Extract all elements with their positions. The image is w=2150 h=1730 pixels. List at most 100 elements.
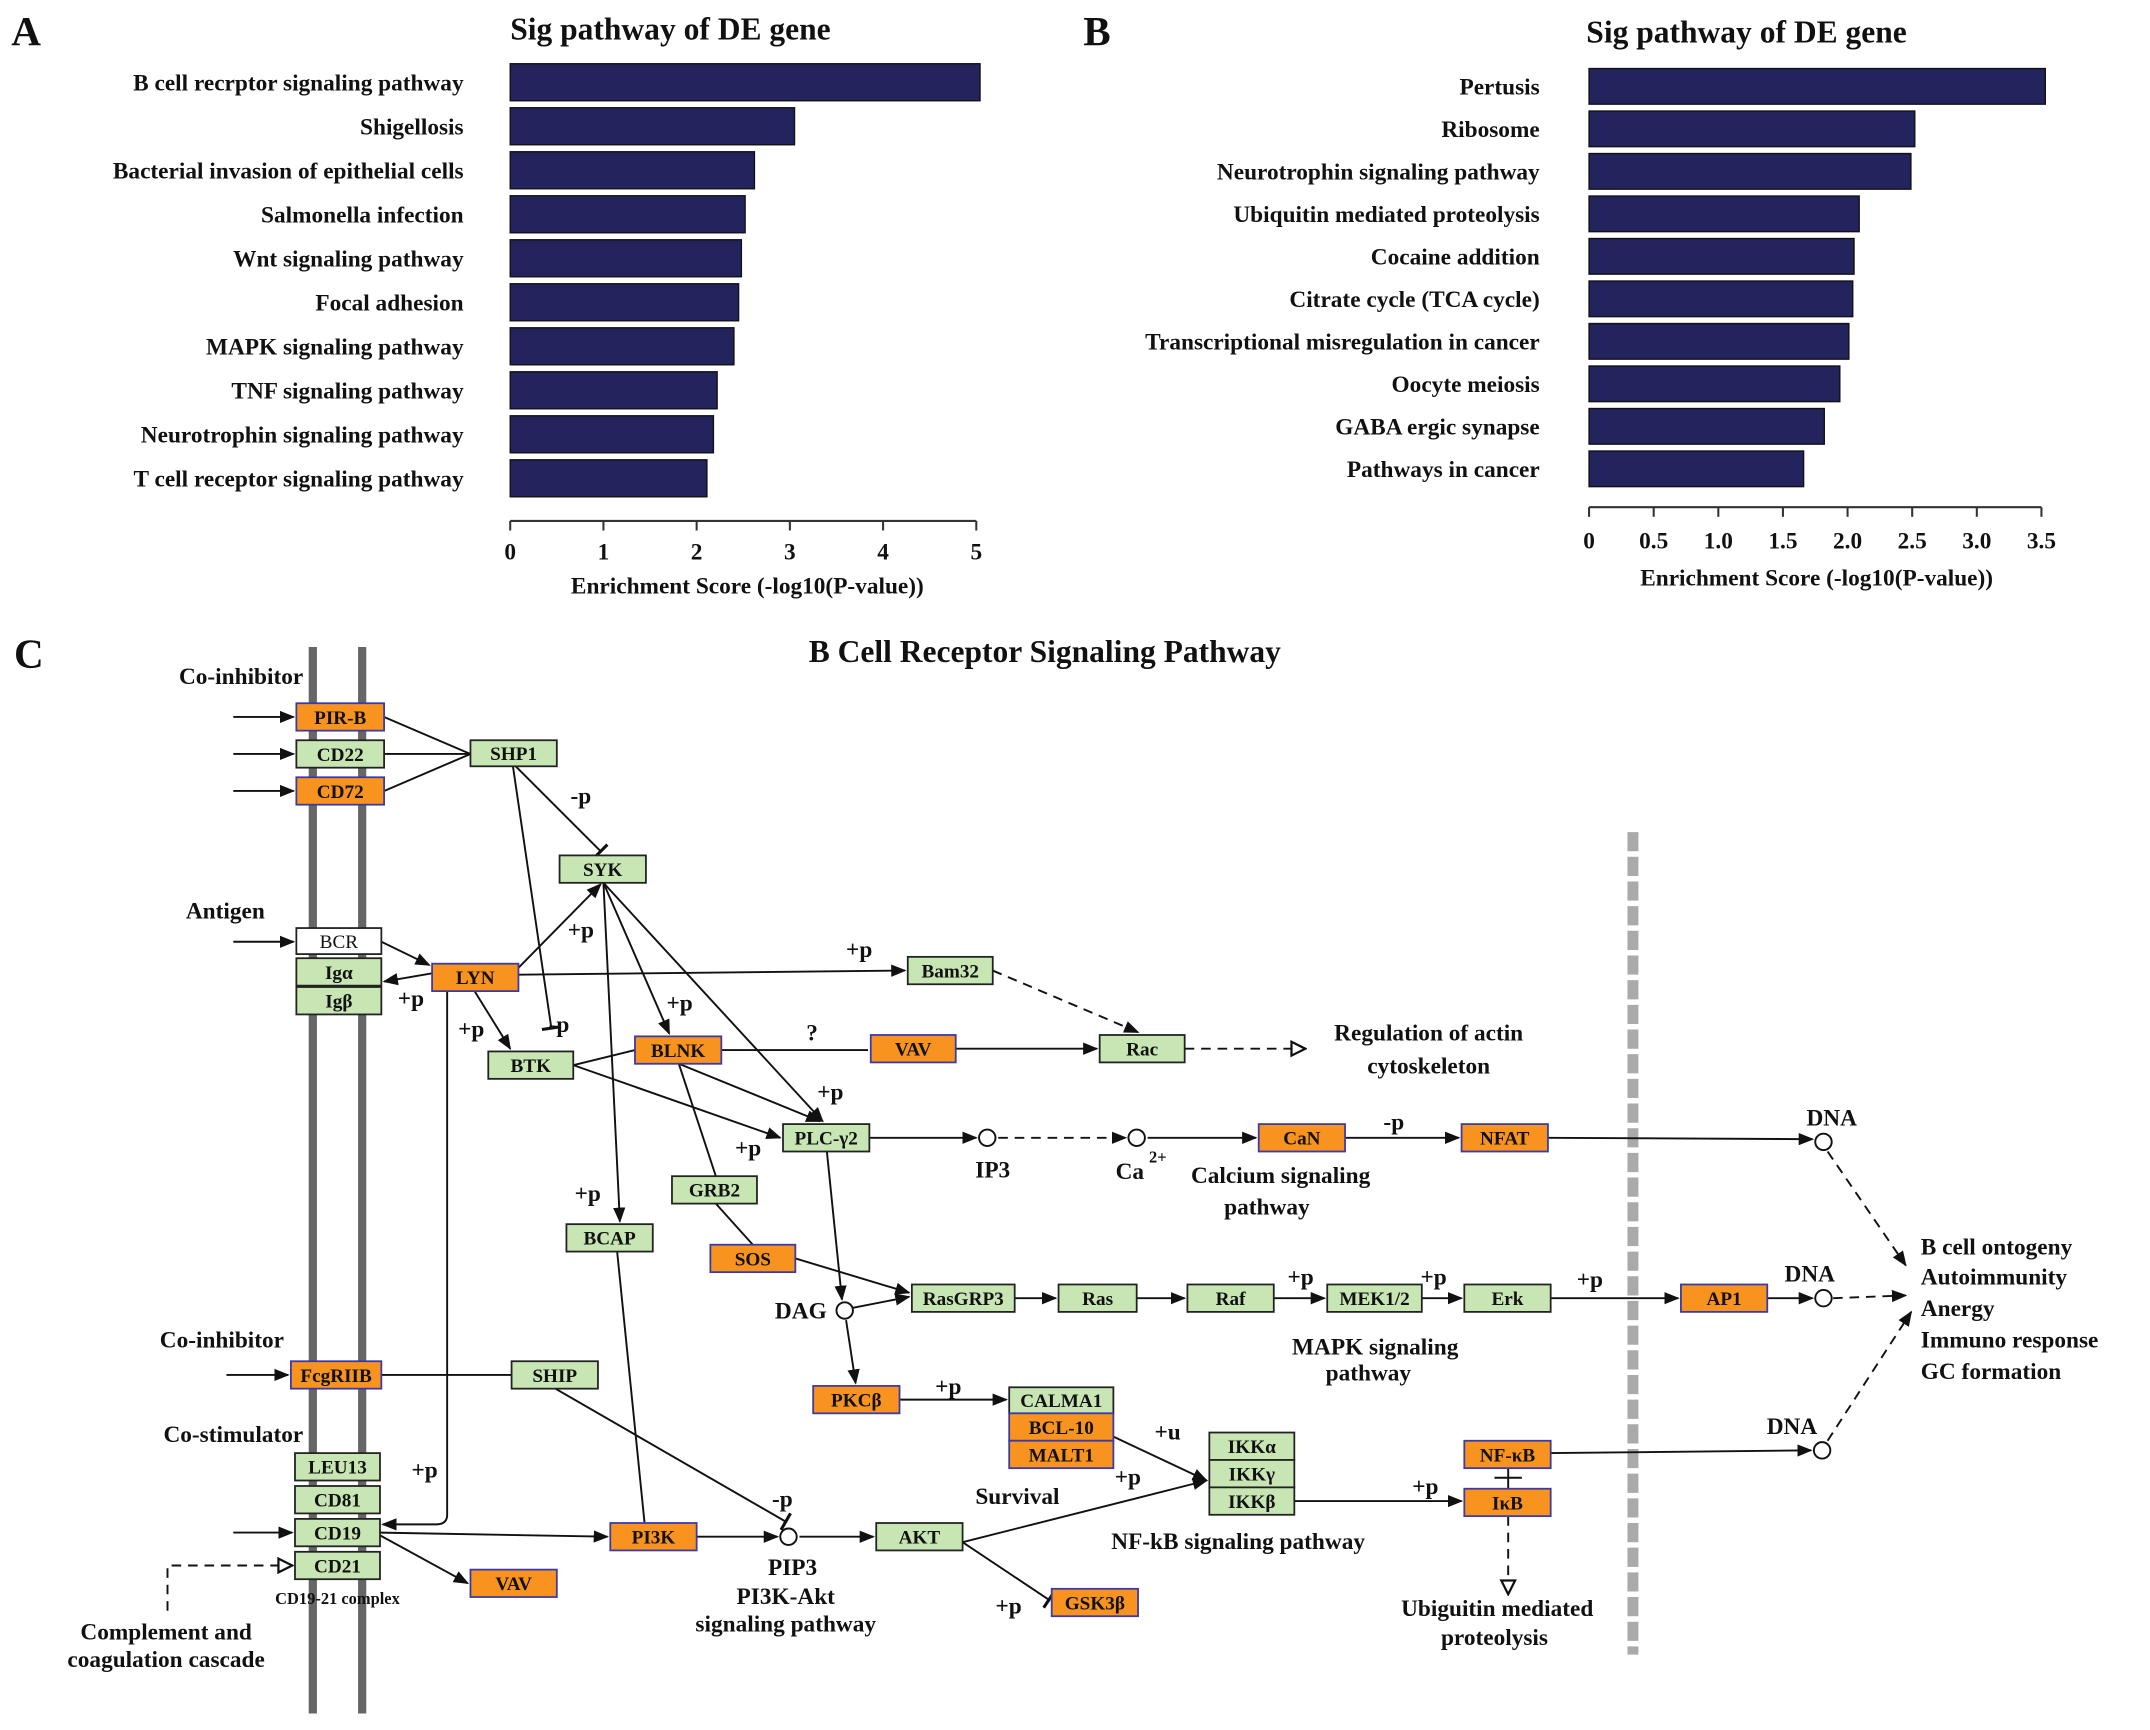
actin-label-2: cytoskeleton: [1367, 1053, 1490, 1079]
co-inhibitor-label: Co-inhibitor: [179, 664, 303, 690]
pi3k-pathway-label-2: signaling pathway: [695, 1611, 876, 1637]
chart-a-bar: [509, 63, 981, 102]
gene-node-box: [295, 702, 385, 732]
edge-annotation: +p: [1577, 1267, 1603, 1293]
gene-node-syk: SYK: [558, 854, 647, 884]
gene-node-label: MEK1/2: [1339, 1289, 1409, 1310]
gene-node-label: Erk: [1491, 1289, 1523, 1310]
outcome-3: Anergy: [1921, 1296, 1995, 1322]
edge-annotation: +p: [817, 1079, 843, 1105]
gene-node-box: [906, 955, 994, 986]
chart-b-category-label: Neurotrophin signaling pathway: [1217, 160, 1540, 186]
gene-node-label: IKKγ: [1229, 1465, 1275, 1486]
gene-node-box: [1326, 1283, 1423, 1313]
dna-label-1: DNA: [1806, 1105, 1857, 1131]
chart-a-bar: [509, 195, 746, 234]
chart-b-category-label: Cocaine addition: [1371, 245, 1540, 271]
gene-node-box: [609, 1522, 698, 1552]
gene-node-box: [782, 1123, 871, 1153]
gene-node-label: SHIP: [532, 1366, 577, 1387]
gene-node-ras: Ras: [1057, 1283, 1138, 1313]
b-cell-receptor-pathway-diagram: B Cell Receptor Signaling Pathway: [67, 634, 2098, 1714]
ip3-circle: [978, 1128, 997, 1147]
chart-b: Sig pathway of DE gene Enrichment Score …: [1145, 14, 2056, 591]
chart-a-tick-label: 1: [598, 539, 610, 565]
ca-label: Ca: [1116, 1159, 1145, 1185]
chart-b-bar: [1588, 67, 2047, 105]
chart-a-bar: [509, 239, 743, 278]
ca-circle: [1127, 1128, 1146, 1147]
gene-node-box: [709, 1243, 797, 1274]
gene-node-label: CD21: [314, 1556, 361, 1577]
gene-node-label: GRB2: [689, 1181, 740, 1202]
gene-node-box: [469, 1568, 558, 1598]
metabolite-circles: [779, 1128, 1833, 1546]
gene-node-ikk-: IKKγ: [1208, 1459, 1296, 1489]
gene-node-box: [295, 957, 383, 987]
gene-node-bcl-10: BCL-10: [1008, 1412, 1115, 1442]
gene-node-label: GSK3β: [1065, 1593, 1125, 1614]
gene-node-box: [1257, 1123, 1346, 1153]
gene-node-label: VAV: [895, 1040, 932, 1061]
gene-node-i-b: IκB: [1463, 1487, 1552, 1518]
chart-b-category-label: GABA ergic synapse: [1335, 415, 1540, 441]
gene-node-btk: BTK: [487, 1050, 575, 1080]
gene-node-box: [1463, 1487, 1552, 1518]
gene-node-label: SYK: [583, 860, 623, 881]
gene-node-label: MALT1: [1029, 1445, 1094, 1466]
gene-node-raf: Raf: [1186, 1283, 1275, 1313]
gene-node-box: [295, 776, 385, 806]
chart-a-tick-label: 2: [691, 539, 703, 565]
gene-node-label: IκB: [1492, 1493, 1523, 1514]
edge-annotation: +p: [666, 990, 692, 1016]
edge-annotation: +p: [575, 1181, 601, 1207]
edge-annotation: +p: [995, 1593, 1021, 1619]
edge-annotation: +p: [846, 937, 872, 963]
gene-node-label: FcgRIIB: [300, 1366, 372, 1387]
chart-a: Sig pathway of DE gene Enrichment Score …: [113, 12, 982, 600]
chart-b-xlabel: Enrichment Score (-log10(P-value)): [1640, 565, 1993, 591]
gene-node-box: [1460, 1123, 1549, 1153]
co-inhibitor-label-2: Co-inhibitor: [160, 1328, 284, 1354]
gene-node-box: [1208, 1431, 1296, 1461]
chart-a-tick-label: 4: [877, 539, 889, 565]
gene-node-blnk: BLNK: [634, 1035, 723, 1065]
outcome-2: Autoimmunity: [1921, 1264, 2068, 1290]
chart-b-bar: [1588, 237, 1855, 275]
chart-a-category-label: TNF signaling pathway: [231, 379, 464, 405]
gene-node-box: [1098, 1034, 1186, 1064]
gene-node-box: [1463, 1439, 1552, 1470]
gene-node-label: SHP1: [490, 744, 537, 765]
edge-annotation: ?: [806, 1020, 818, 1046]
gene-nodes: PIR-B CD22 CD72 SHP1 SYK BCR Igα Igβ LYN Bam32 BTK…: [289, 702, 1769, 1618]
pathway-annotations: Co-inhibitor Antigen Co-inhibitor Co-sti…: [67, 664, 2098, 1673]
gene-node-label: BCAP: [583, 1229, 636, 1250]
gene-node-cd19: CD19: [294, 1517, 381, 1548]
gene-node-bcr: BCR: [295, 927, 383, 955]
chart-b-category-label: Ubiquitin mediated proteolysis: [1233, 202, 1539, 228]
chart-b-bar: [1588, 407, 1825, 445]
gene-node-box: [1008, 1386, 1115, 1415]
dna-circle-1: [1814, 1132, 1833, 1152]
gene-node-box: [565, 1223, 654, 1253]
chart-b-tick-label: 0.5: [1639, 528, 1668, 554]
pi3k-pathway-label-1: PI3K-Akt: [737, 1584, 836, 1610]
chart-b-tick-label: 2.0: [1833, 528, 1862, 554]
edge-annotation: +p: [458, 1016, 484, 1042]
gene-node-label: Ras: [1082, 1289, 1113, 1310]
gene-node-label: PI3K: [632, 1528, 676, 1549]
edge-annotation: +p: [1115, 1465, 1141, 1491]
gene-node-box: [1057, 1283, 1138, 1313]
edge-annotation: -p: [549, 1012, 570, 1038]
gene-node-label: CD81: [314, 1491, 361, 1512]
outcome-4: Immuno response: [1921, 1328, 2099, 1354]
ubiquitin-label-2: proteolysis: [1441, 1625, 1548, 1651]
gene-node-calma1: CALMA1: [1008, 1386, 1115, 1415]
gene-node-pir-b: PIR-B: [295, 702, 385, 732]
co-stimulator-label: Co-stimulator: [163, 1422, 303, 1448]
gene-node-label: CALMA1: [1020, 1391, 1102, 1412]
calcium-pathway-label-2: pathway: [1224, 1195, 1310, 1221]
pathway-title: B Cell Receptor Signaling Pathway: [809, 634, 1281, 669]
dag-label: DAG: [775, 1299, 827, 1325]
